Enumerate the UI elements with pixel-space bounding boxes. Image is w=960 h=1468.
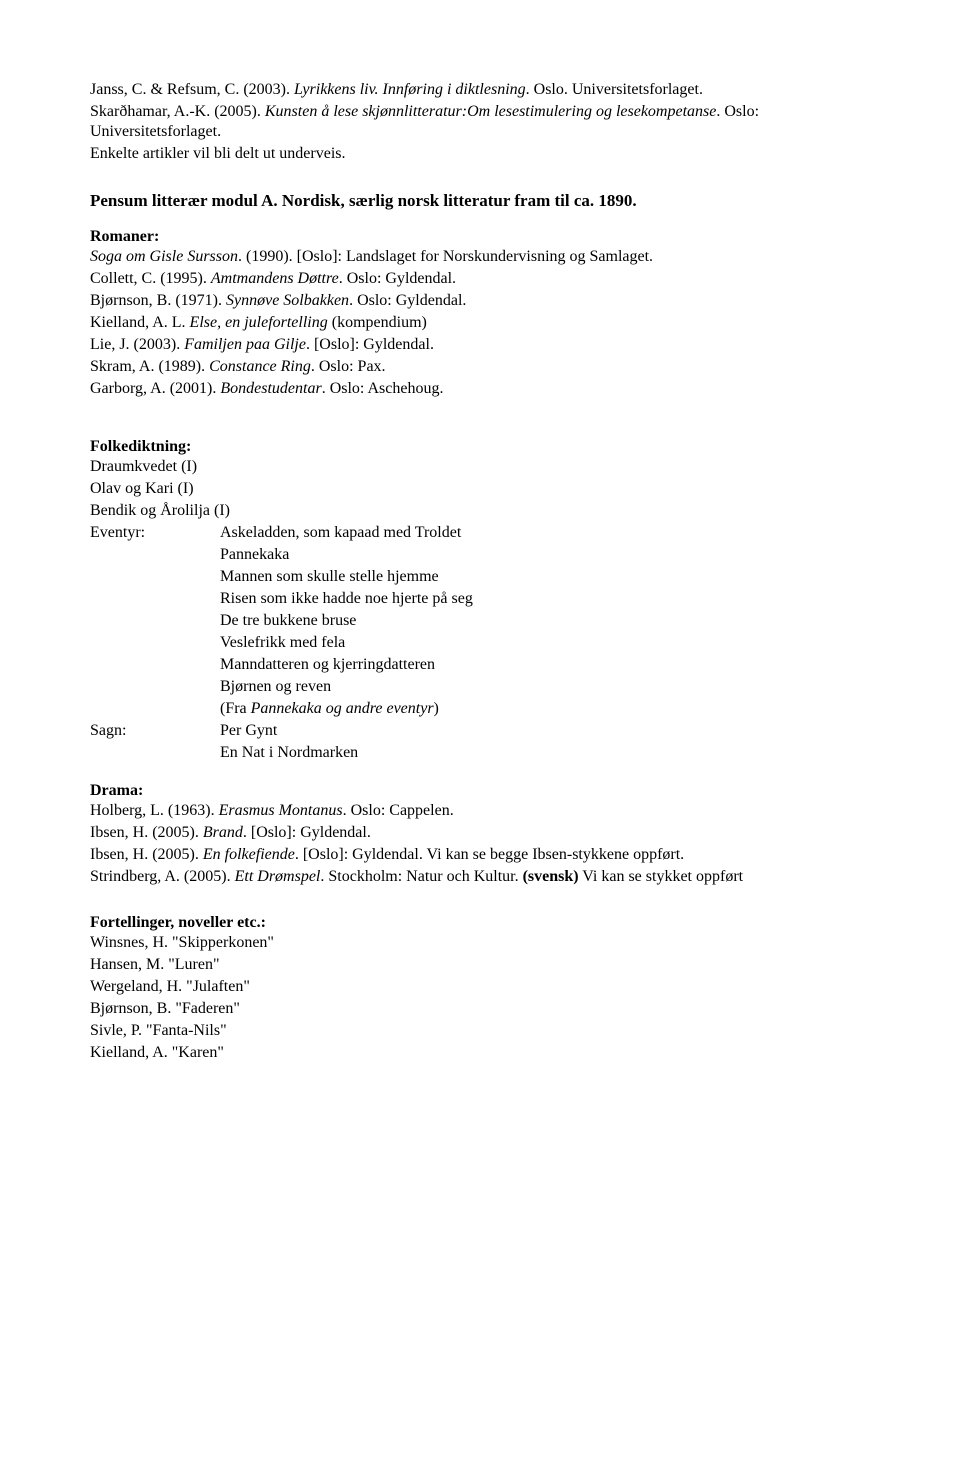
fortellinger-label: Fortellinger, noveller etc.: bbox=[90, 913, 870, 933]
text-line: Olav og Kari (I) bbox=[90, 479, 870, 499]
text-line: Hansen, M. "Luren" bbox=[90, 955, 870, 975]
text-line: Collett, C. (1995). Amtmandens Døttre. O… bbox=[90, 269, 870, 289]
text-line: Wergeland, H. "Julaften" bbox=[90, 977, 870, 997]
text-line: Holberg, L. (1963). Erasmus Montanus. Os… bbox=[90, 801, 870, 821]
text-line: Bjørnson, B. (1971). Synnøve Solbakken. … bbox=[90, 291, 870, 311]
text-line: Kielland, A. L. Else, en julefortelling … bbox=[90, 313, 870, 333]
section-heading: Pensum litterær modul A. Nordisk, særlig… bbox=[90, 190, 870, 211]
folkediktning-lines: Draumkvedet (I)Olav og Kari (I)Bendik og… bbox=[90, 457, 870, 521]
text-line: De tre bukkene bruse bbox=[220, 611, 870, 631]
text-line: Veslefrikk med fela bbox=[220, 633, 870, 653]
text-line: Kielland, A. "Karen" bbox=[90, 1043, 870, 1063]
text-line: Enkelte artikler vil bli delt ut underve… bbox=[90, 144, 870, 164]
text-line: Bendik og Årolilja (I) bbox=[90, 501, 870, 521]
intro-paragraphs: Janss, C. & Refsum, C. (2003). Lyrikkens… bbox=[90, 80, 870, 164]
romaner-label: Romaner: bbox=[90, 227, 870, 247]
text-line: Janss, C. & Refsum, C. (2003). Lyrikkens… bbox=[90, 80, 870, 100]
text-line: Skarðhamar, A.-K. (2005). Kunsten å lese… bbox=[90, 102, 870, 142]
sagn-items: Per GyntEn Nat i Nordmarken bbox=[220, 721, 870, 765]
text-line: Manndatteren og kjerringdatteren bbox=[220, 655, 870, 675]
text-line: Winsnes, H. "Skipperkonen" bbox=[90, 933, 870, 953]
text-line: Per Gynt bbox=[220, 721, 870, 741]
text-line: Draumkvedet (I) bbox=[90, 457, 870, 477]
text-line: En Nat i Nordmarken bbox=[220, 743, 870, 763]
eventyr-row: Eventyr: Askeladden, som kapaad med Trol… bbox=[90, 523, 870, 721]
text-line: Strindberg, A. (2005). Ett Drømspel. Sto… bbox=[90, 867, 870, 887]
text-line: Garborg, A. (2001). Bondestudentar. Oslo… bbox=[90, 379, 870, 399]
folkediktning-label: Folkediktning: bbox=[90, 437, 870, 457]
text-line: Ibsen, H. (2005). Brand. [Oslo]: Gyldend… bbox=[90, 823, 870, 843]
text-line: Mannen som skulle stelle hjemme bbox=[220, 567, 870, 587]
text-line: Skram, A. (1989). Constance Ring. Oslo: … bbox=[90, 357, 870, 377]
sagn-row: Sagn: Per GyntEn Nat i Nordmarken bbox=[90, 721, 870, 765]
fortellinger-list: Winsnes, H. "Skipperkonen"Hansen, M. "Lu… bbox=[90, 933, 870, 1063]
text-line: Sivle, P. "Fanta-Nils" bbox=[90, 1021, 870, 1041]
drama-label: Drama: bbox=[90, 781, 870, 801]
romaner-list: Soga om Gisle Sursson. (1990). [Oslo]: L… bbox=[90, 247, 870, 399]
text-line: Lie, J. (2003). Familjen paa Gilje. [Osl… bbox=[90, 335, 870, 355]
text-line: Bjørnson, B. "Faderen" bbox=[90, 999, 870, 1019]
text-line: Pannekaka bbox=[220, 545, 870, 565]
text-line: (Fra Pannekaka og andre eventyr) bbox=[220, 699, 870, 719]
text-line: Bjørnen og reven bbox=[220, 677, 870, 697]
eventyr-label: Eventyr: bbox=[90, 523, 220, 721]
text-line: Risen som ikke hadde noe hjerte på seg bbox=[220, 589, 870, 609]
text-line: Soga om Gisle Sursson. (1990). [Oslo]: L… bbox=[90, 247, 870, 267]
sagn-label: Sagn: bbox=[90, 721, 220, 765]
text-line: Ibsen, H. (2005). En folkefiende. [Oslo]… bbox=[90, 845, 870, 865]
eventyr-items: Askeladden, som kapaad med TroldetPannek… bbox=[220, 523, 870, 721]
drama-list: Holberg, L. (1963). Erasmus Montanus. Os… bbox=[90, 801, 870, 887]
text-line: Askeladden, som kapaad med Troldet bbox=[220, 523, 870, 543]
